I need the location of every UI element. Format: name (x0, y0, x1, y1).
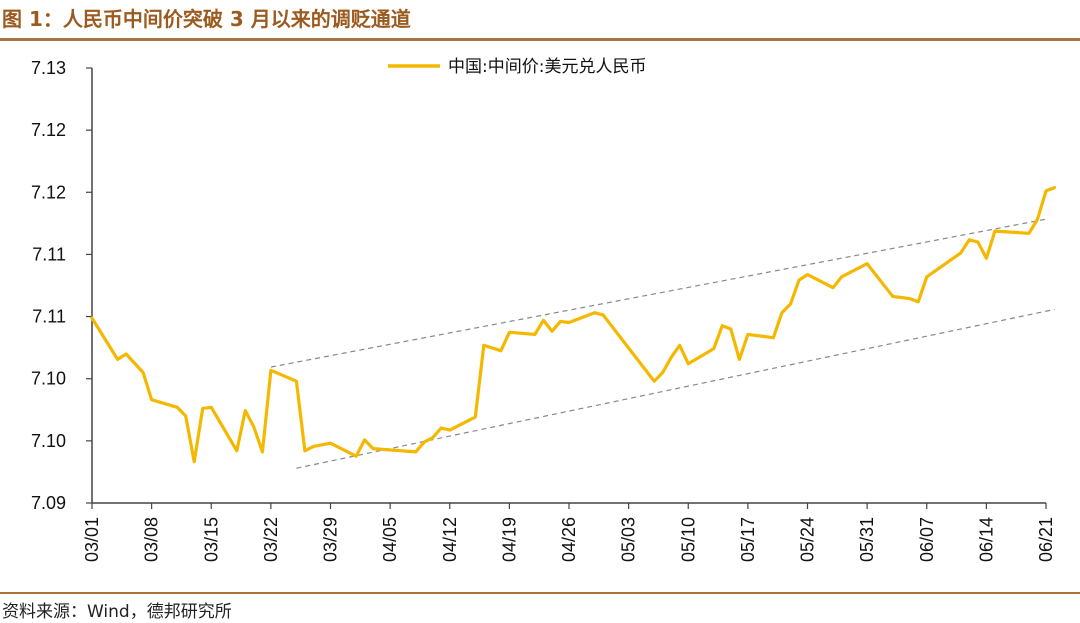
y-tick-label: 7.11 (32, 244, 66, 264)
trend-channel (270, 218, 1055, 469)
y-tick-label: 7.09 (31, 493, 66, 513)
x-tick-label: 03/01 (82, 517, 102, 562)
x-tick-label: 05/10 (678, 517, 698, 562)
trend-line (296, 308, 1055, 469)
line-chart: 7.13 7.12 7.12 7.11 7.11 7.10 7.10 7.09 03/01 03/… (31, 57, 1057, 562)
x-tick-label: 04/12 (440, 517, 460, 562)
x-tick-label: 03/22 (261, 517, 281, 562)
source-divider (0, 592, 1080, 594)
x-tick-label: 04/26 (559, 517, 579, 562)
y-tick-label: 7.13 (31, 58, 66, 78)
x-tick-label: 04/19 (499, 517, 519, 562)
y-tick-label: 7.12 (31, 182, 66, 202)
x-tick-label: 03/15 (201, 517, 221, 562)
series-line (90, 186, 1057, 464)
x-tick-label: 03/29 (321, 517, 341, 562)
chart-title: 图 1：人民币中间价突破 3 月以来的调贬通道 (2, 7, 411, 31)
y-tick-label: 7.11 (32, 307, 66, 327)
x-tick-label: 05/03 (619, 517, 639, 562)
y-tick-label: 7.12 (31, 120, 66, 140)
x-tick-label: 06/14 (976, 517, 996, 562)
y-tick-label: 7.10 (31, 431, 66, 451)
y-tick-label: 7.10 (31, 369, 66, 389)
source-note: 资料来源：Wind，德邦研究所 (2, 602, 232, 622)
chart-legend: 中国:中间价:美元兑人民币 (388, 57, 646, 77)
chart-axes: 7.13 7.12 7.12 7.11 7.11 7.10 7.10 7.09 03/01 03/… (31, 58, 1056, 562)
x-tick-label: 05/17 (738, 517, 758, 562)
x-tick-label: 04/05 (380, 517, 400, 562)
series-layer (90, 186, 1057, 464)
legend-label: 中国:中间价:美元兑人民币 (448, 57, 646, 77)
title-divider (0, 38, 1080, 41)
trend-line (270, 218, 1047, 368)
x-tick-label: 05/31 (857, 517, 877, 562)
x-tick-label: 03/08 (142, 517, 162, 562)
x-tick-label: 05/24 (798, 517, 818, 562)
x-tick-label: 06/07 (917, 517, 937, 562)
x-tick-label: 06/21 (1036, 517, 1056, 562)
